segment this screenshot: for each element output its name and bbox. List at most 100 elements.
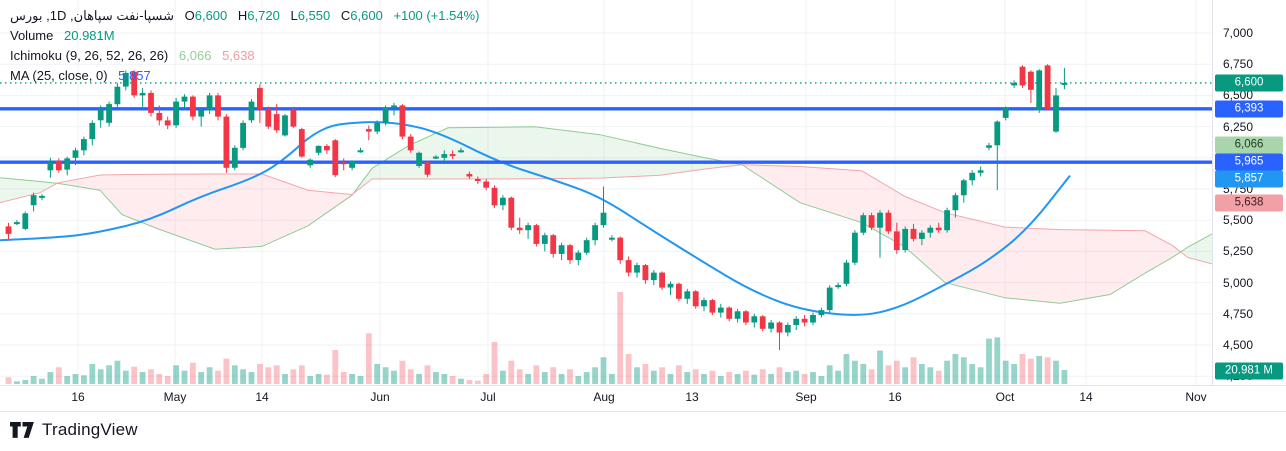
- price-tick-label: 4,750: [1223, 307, 1254, 321]
- candle-body: [726, 307, 733, 319]
- ichimoku-cloud-fill: [381, 160, 386, 179]
- candle-body: [583, 240, 590, 253]
- volume-bar: [709, 370, 716, 384]
- ichimoku-cloud-fill: [341, 193, 347, 203]
- candle-body: [483, 181, 490, 188]
- candle-body: [885, 212, 892, 232]
- ichimoku-cloud-fill: [1155, 236, 1159, 268]
- price-axis[interactable]: 7,0006,7506,5006,2506,0005,7505,5005,250…: [1212, 0, 1286, 410]
- ichimoku-cloud-fill: [116, 174, 120, 212]
- ichimoku-cloud-fill: [1066, 229, 1073, 303]
- ichimoku-cloud-fill: [330, 192, 336, 211]
- candle-body: [365, 129, 372, 132]
- candle-body: [64, 158, 71, 170]
- ichimoku-cloud-fill: [1158, 238, 1162, 266]
- volume-bar: [868, 369, 875, 384]
- volume-bar: [902, 367, 909, 384]
- volume-bar: [642, 364, 649, 384]
- ichimoku-cloud-fill: [302, 188, 308, 229]
- footer: TradingView: [10, 420, 138, 440]
- candle-body: [843, 262, 850, 284]
- tradingview-brand[interactable]: TradingView: [42, 420, 138, 439]
- ma-row[interactable]: MA (25, close, 0) 5,857: [10, 66, 479, 86]
- ichimoku-cloud-fill: [1209, 233, 1212, 264]
- candle-body: [55, 160, 62, 171]
- ichimoku-cloud-fill: [1110, 230, 1115, 295]
- ichimoku-cloud-fill: [1197, 240, 1200, 261]
- candle-body: [449, 154, 456, 157]
- ichimoku-cloud-fill: [469, 127, 481, 179]
- volume-bar: [625, 354, 632, 384]
- candle-body: [868, 215, 875, 228]
- candle-body: [575, 252, 582, 261]
- volume-bar: [81, 375, 87, 384]
- ichimoku-cloud-fill: [25, 180, 30, 197]
- time-axis[interactable]: 16 May 14 Jun Jul Aug 13 Sep 16 Oct 14 Nov: [0, 385, 1286, 412]
- volume-bar: [433, 372, 439, 384]
- volume-bar: [357, 376, 364, 384]
- volume-bar: [977, 367, 984, 384]
- ichimoku-cloud-fill: [94, 175, 100, 191]
- price-badge: 6,393: [1215, 100, 1283, 118]
- symbol-row[interactable]: شسپا-نفت سپاهان, 1D, بورس O6,600 H6,720 …: [10, 6, 479, 26]
- volume-bar: [424, 365, 431, 384]
- candle-body: [399, 105, 406, 137]
- candle-body: [667, 283, 674, 288]
- price-tick-label: 5,000: [1223, 276, 1254, 290]
- candle-body: [307, 159, 314, 166]
- candle-body: [1061, 82, 1068, 85]
- volume-row[interactable]: Volume 20.981M: [10, 26, 479, 46]
- volume-bar: [877, 350, 883, 384]
- ichimoku-cloud-fill: [1203, 237, 1206, 263]
- ichimoku-cloud-fill: [935, 208, 940, 279]
- volume-bar: [617, 292, 624, 384]
- volume-bar: [1002, 360, 1009, 384]
- volume-bar: [22, 380, 29, 384]
- candle-body: [810, 315, 816, 323]
- chart-canvas[interactable]: [0, 0, 1213, 385]
- price-tick-label: 4,500: [1223, 338, 1254, 352]
- ichimoku-row[interactable]: Ichimoku (9, 26, 52, 26, 26) 6,066 5,638: [10, 46, 479, 66]
- ichimoku-cloud-fill: [42, 181, 45, 192]
- ichimoku-cloud-fill: [153, 174, 158, 229]
- candle-body: [273, 114, 280, 131]
- ichimoku-cloud-fill: [771, 165, 779, 189]
- ichimoku-cloud-fill: [1145, 230, 1149, 274]
- candle-body: [215, 95, 221, 117]
- candle-body: [1028, 71, 1034, 90]
- volume-bar: [860, 364, 867, 384]
- volume-bar: [1053, 360, 1059, 384]
- candle-body: [801, 318, 808, 323]
- candle-body: [357, 150, 364, 153]
- candle-body: [190, 96, 196, 117]
- ichimoku-cloud-fill: [1114, 230, 1119, 292]
- candle-body: [14, 222, 20, 225]
- candle-body: [5, 226, 12, 234]
- candle-body: [960, 180, 967, 196]
- ichimoku-cloud-fill: [84, 177, 90, 189]
- symbol-title[interactable]: شسپا-نفت سپاهان, 1D, بورس: [10, 8, 174, 23]
- ichimoku-cloud-fill: [1148, 232, 1152, 272]
- ichimoku-cloud-fill: [502, 127, 514, 179]
- volume-bar: [784, 372, 791, 384]
- candle-body: [902, 228, 909, 251]
- candle-body: [39, 195, 45, 198]
- candle-body: [198, 110, 205, 117]
- candle-body: [156, 112, 163, 121]
- tradingview-logo-icon[interactable]: [10, 421, 35, 439]
- candle-body: [248, 101, 255, 121]
- ichimoku-cloud-fill: [1046, 228, 1054, 303]
- volume-bar: [567, 369, 573, 384]
- ichimoku-cloud-fill: [1151, 234, 1156, 270]
- volume-value: 20.981M: [64, 28, 115, 43]
- candle-body: [181, 96, 188, 102]
- ma-line: [0, 121, 1071, 316]
- ichimoku-cloud-fill: [273, 178, 280, 242]
- volume-bar: [525, 374, 531, 384]
- volume-bar: [39, 378, 45, 384]
- ichimoku-cloud-fill: [862, 170, 868, 226]
- ichimoku-cloud-fill: [1103, 230, 1110, 296]
- volume-bar: [609, 374, 615, 384]
- volume-bar: [692, 369, 699, 384]
